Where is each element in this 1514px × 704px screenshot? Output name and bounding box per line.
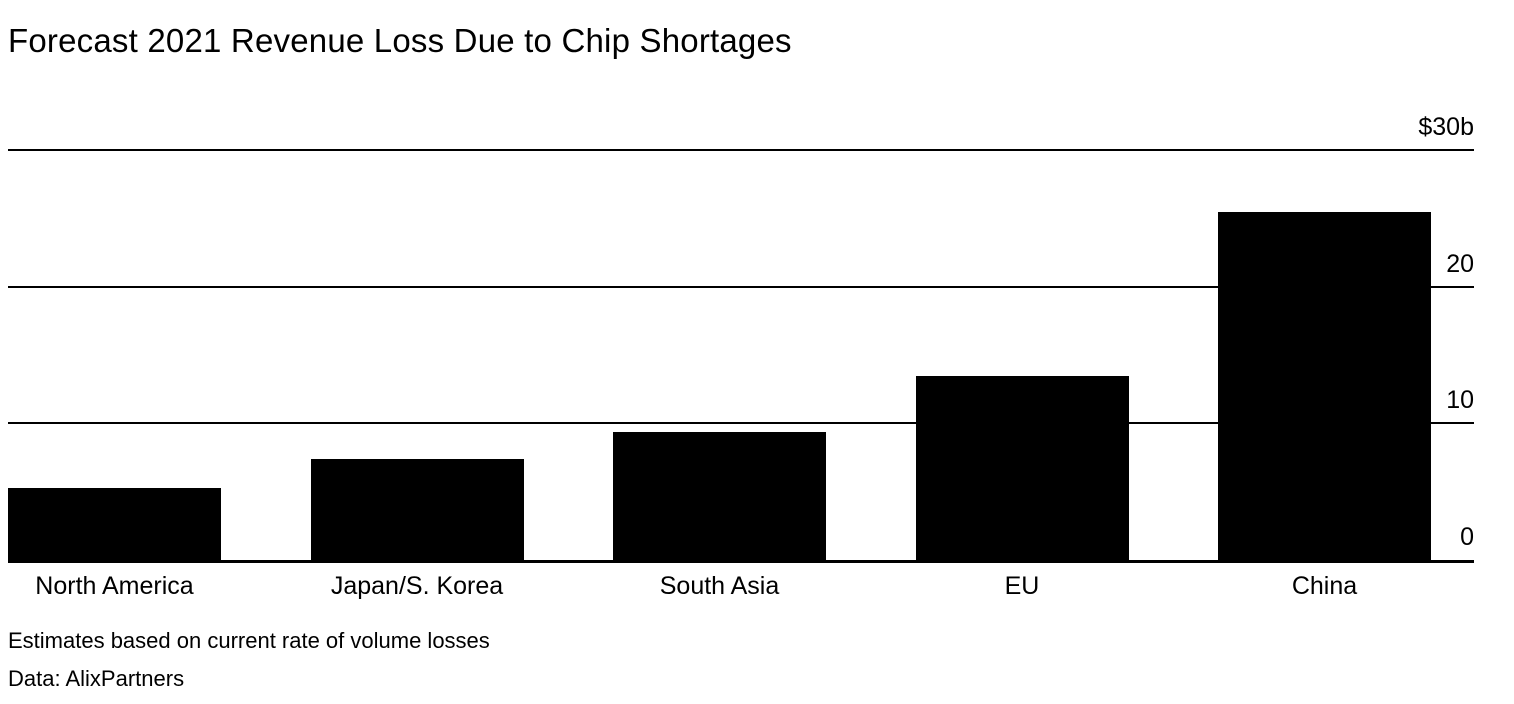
bar-south-asia <box>613 431 826 560</box>
gridline-10 <box>8 422 1474 425</box>
footnote-note: Estimates based on current rate of volum… <box>8 628 490 653</box>
gridline-20 <box>8 285 1474 288</box>
y-tick-label-30: $30b <box>1418 113 1474 141</box>
y-tick-label-0: 0 <box>1460 523 1474 551</box>
x-category-label-japan-s-korea: Japan/S. Korea <box>330 572 504 600</box>
y-tick-label-10: 10 <box>1446 386 1474 415</box>
gridline-30 <box>8 149 1474 151</box>
bar-eu <box>915 375 1129 560</box>
y-tick-label-20: 20 <box>1446 249 1474 278</box>
bar-china <box>1218 211 1431 560</box>
x-category-label-china: China <box>1291 572 1358 600</box>
chart-title: Forecast 2021 Revenue Loss Due to Chip S… <box>8 22 792 59</box>
bar-japan-s-korea <box>310 458 524 560</box>
x-category-label-north-america: North America <box>35 572 194 600</box>
bar-north-america <box>8 487 221 560</box>
x-category-label-eu: EU <box>1004 572 1040 600</box>
x-category-label-south-asia: South Asia <box>659 572 780 600</box>
footnote-source: Data: AlixPartners <box>8 666 185 691</box>
x-axis-baseline <box>8 560 1474 563</box>
